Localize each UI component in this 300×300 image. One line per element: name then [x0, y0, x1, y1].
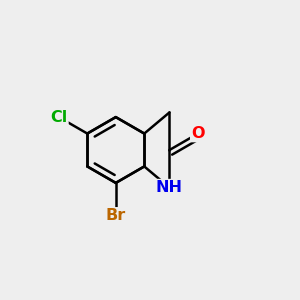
Text: NH: NH	[156, 180, 183, 195]
Text: Cl: Cl	[50, 110, 68, 124]
Text: Br: Br	[106, 208, 126, 223]
Text: O: O	[191, 126, 205, 141]
